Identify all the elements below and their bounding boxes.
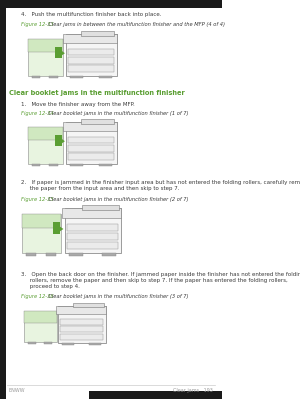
Bar — [58, 306, 106, 343]
Bar — [60, 326, 103, 332]
Bar — [24, 310, 57, 342]
Text: Clear jams in between the multifunction finisher and the MFP (4 of 4): Clear jams in between the multifunction … — [45, 22, 225, 27]
Bar — [22, 214, 62, 228]
Bar — [102, 253, 116, 255]
Text: 3.   Open the back door on the finisher. If jammed paper inside the finisher has: 3. Open the back door on the finisher. I… — [21, 272, 300, 288]
Bar — [56, 47, 62, 57]
Text: Clear booklet jams in the multifunction finisher (3 of 7): Clear booklet jams in the multifunction … — [45, 294, 189, 299]
Text: Figure 12-34: Figure 12-34 — [21, 111, 53, 116]
Bar — [67, 233, 118, 240]
Bar — [68, 145, 114, 152]
Bar — [70, 164, 83, 166]
Bar — [68, 49, 114, 55]
Bar — [56, 306, 106, 314]
Bar — [67, 242, 118, 249]
Bar — [68, 57, 114, 64]
Bar — [68, 153, 114, 160]
Bar — [89, 343, 101, 345]
Bar — [89, 391, 222, 399]
Bar — [69, 253, 83, 255]
Bar — [62, 343, 74, 345]
Bar — [56, 134, 62, 146]
Bar — [32, 76, 40, 78]
Bar — [0, 0, 222, 8]
Bar — [81, 119, 114, 124]
Bar — [46, 253, 56, 256]
Bar — [53, 222, 60, 234]
Text: 4.   Push the multifunction finisher back into place.: 4. Push the multifunction finisher back … — [21, 12, 161, 17]
Bar — [28, 40, 63, 76]
Bar — [49, 76, 58, 78]
Text: Figure 12-36: Figure 12-36 — [21, 294, 53, 299]
Polygon shape — [62, 51, 65, 55]
Bar — [64, 209, 122, 253]
Bar — [28, 127, 63, 164]
Text: Figure 12-35: Figure 12-35 — [21, 197, 53, 202]
Bar — [63, 34, 117, 43]
Bar — [63, 122, 117, 131]
Text: ENWW: ENWW — [9, 388, 26, 393]
Bar — [0, 0, 6, 399]
Bar — [26, 253, 36, 256]
Bar — [60, 319, 103, 325]
Bar — [68, 65, 114, 72]
Bar — [67, 224, 118, 231]
Bar — [81, 31, 114, 36]
Text: 1.   Move the finisher away from the MFP.: 1. Move the finisher away from the MFP. — [21, 102, 134, 107]
Text: Figure 12-33: Figure 12-33 — [21, 22, 53, 27]
Polygon shape — [60, 227, 63, 231]
Text: 2.   If paper is jammed in the finisher input area but has not entered the foldi: 2. If paper is jammed in the finisher in… — [21, 180, 300, 191]
Bar — [99, 164, 112, 166]
Bar — [49, 164, 58, 166]
Bar — [60, 334, 103, 340]
Text: Clear booklet jams in the multifunction finisher (2 of 7): Clear booklet jams in the multifunction … — [45, 197, 189, 202]
Bar — [28, 127, 63, 140]
Bar — [28, 342, 36, 344]
Bar — [66, 34, 117, 76]
Text: Clear booklet jams in the multifunction finisher: Clear booklet jams in the multifunction … — [9, 90, 184, 96]
Bar — [32, 164, 40, 166]
Text: Clear jams   193: Clear jams 193 — [173, 388, 213, 393]
Bar — [22, 214, 62, 253]
Bar — [82, 205, 118, 210]
Bar — [24, 310, 57, 323]
Polygon shape — [62, 139, 65, 143]
Bar — [70, 76, 83, 78]
Bar — [66, 122, 117, 164]
Bar — [68, 137, 114, 143]
Bar — [62, 209, 122, 218]
Bar — [44, 342, 52, 344]
Bar — [99, 76, 112, 78]
Text: Clear booklet jams in the multifunction finisher (1 of 7): Clear booklet jams in the multifunction … — [45, 111, 189, 116]
Bar — [73, 303, 103, 307]
Bar — [28, 40, 63, 52]
